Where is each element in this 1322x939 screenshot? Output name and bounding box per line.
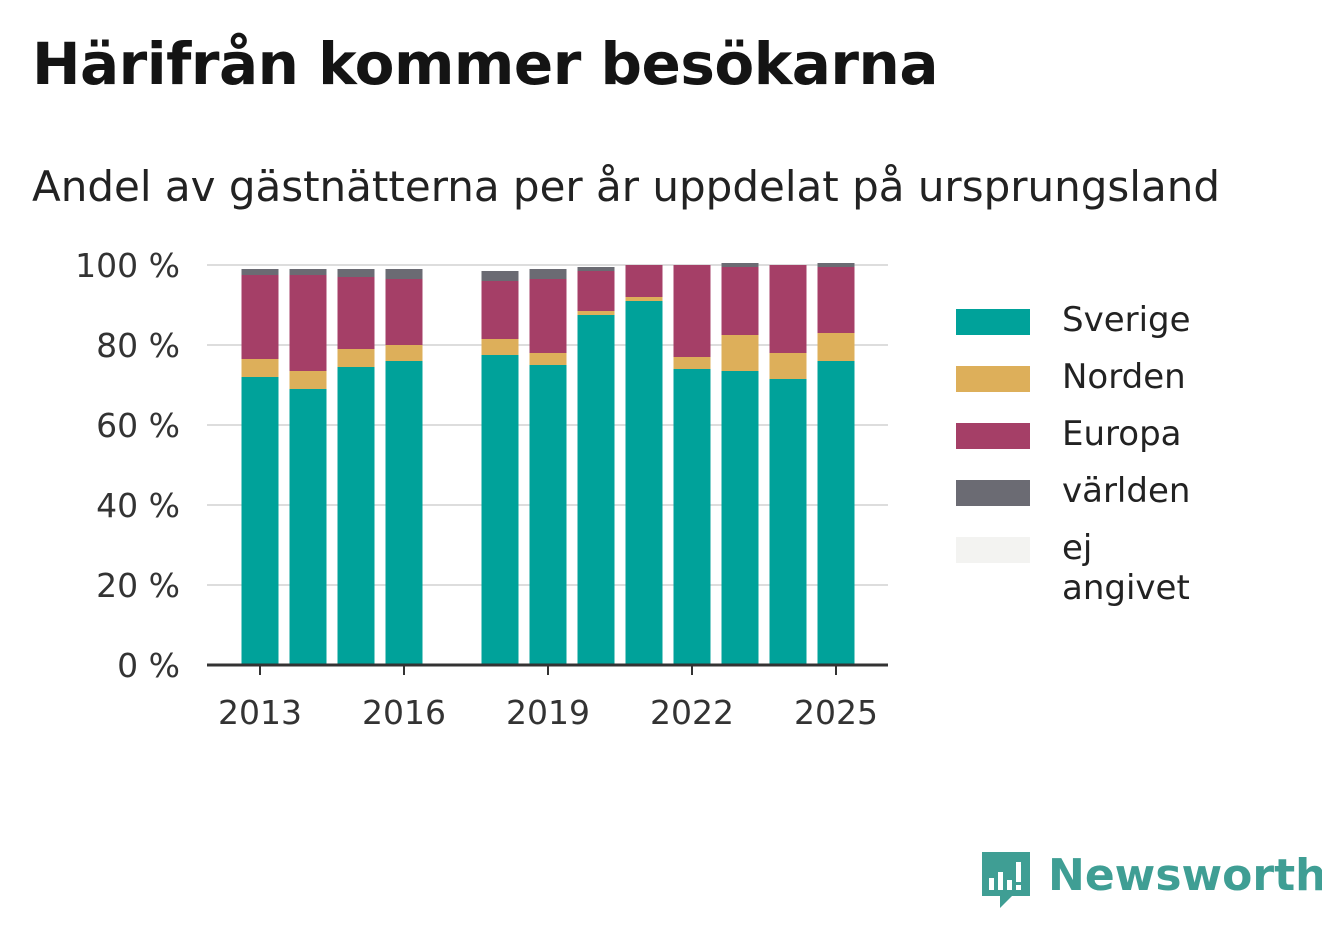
bar-segment [481,355,519,665]
legend-label: Sverige [1062,300,1191,340]
brand-name: Newsworthy [1048,850,1322,901]
bar-segment [625,297,663,301]
bar-segment [481,339,519,355]
bar-segment [817,333,855,361]
legend-swatch [956,309,1030,335]
bar-segment [337,367,375,665]
y-tick-label: 100 % [75,246,180,285]
y-tick-label: 80 % [96,326,180,365]
bar-segment [337,269,375,277]
bar-segment [625,265,663,297]
x-axis-ticks: 2013 2016 2019 2022 2025 [218,665,878,732]
bar-segment [289,371,327,389]
x-tick-label: 2022 [650,693,734,732]
bar-segment [529,279,567,353]
bar-segment [817,361,855,665]
bar-segment [721,263,759,267]
bar-segment [289,389,327,665]
bar-segment [577,311,615,315]
bar-segment [337,349,375,367]
bar-segment [577,271,615,311]
bar-segment [337,277,375,349]
bar-segment [769,379,807,665]
bar-segment [817,263,855,267]
bar-segment [769,265,807,353]
legend-swatch [956,537,1030,563]
bar-segment [673,357,711,369]
bar-segment [385,361,423,665]
bar-segment [721,267,759,335]
bar-segment [289,269,327,275]
bar-segment [721,371,759,665]
y-axis-ticks: 0 % 20 % 40 % 60 % 80 % 100 % [75,246,180,685]
legend-label: Norden [1062,357,1186,397]
bar-segment [529,269,567,279]
bar-segment [769,353,807,379]
legend-label: världen [1062,471,1191,511]
legend-label: Europa [1062,414,1182,454]
bar-segment [673,369,711,665]
bar-segment [577,267,615,271]
bar-segment [241,275,279,359]
bar-segment [817,267,855,333]
x-tick-label: 2019 [506,693,590,732]
bar-segment [241,269,279,275]
y-tick-label: 20 % [96,566,180,605]
bars [241,263,855,665]
legend-swatch [956,423,1030,449]
bar-segment [721,335,759,371]
y-tick-label: 60 % [96,406,180,445]
chart-title: Härifrån kommer besökarna [32,30,938,98]
bar-segment [529,365,567,665]
bar-segment [241,377,279,665]
bar-segment [481,271,519,281]
x-tick-label: 2013 [218,693,302,732]
bar-segment [673,265,711,357]
legend-swatch [956,366,1030,392]
bar-segment [577,315,615,665]
bar-segment [289,275,327,371]
x-tick-label: 2025 [794,693,878,732]
legend-label: ej angivet [1062,528,1190,608]
bar-segment [385,345,423,361]
y-tick-label: 40 % [96,486,180,525]
y-tick-label: 0 % [117,646,180,685]
x-tick-label: 2016 [362,693,446,732]
bar-segment [385,279,423,345]
bar-segment [529,353,567,365]
bar-segment [241,359,279,377]
newsworthy-logo-icon [982,852,1030,908]
bar-segment [481,281,519,339]
chart-subtitle: Andel av gästnätterna per år uppdelat på… [32,162,1220,211]
bar-segment [625,301,663,665]
bar-segment [385,269,423,279]
legend-swatch [956,480,1030,506]
